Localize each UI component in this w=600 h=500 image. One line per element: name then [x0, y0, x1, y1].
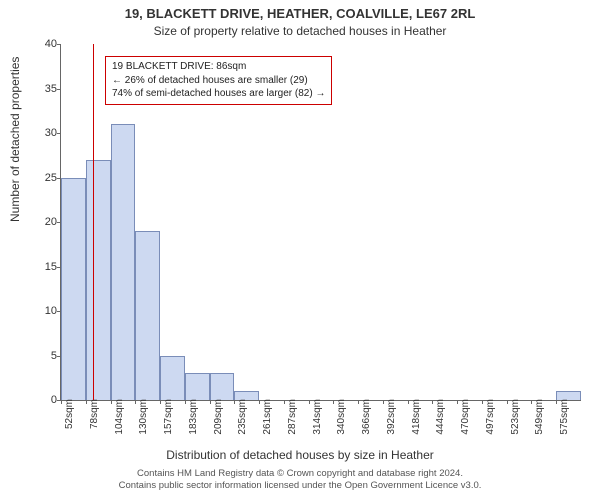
annotation-line: 74% of semi-detached houses are larger (…: [112, 87, 325, 101]
x-tick-mark: [135, 400, 136, 404]
x-tick-mark: [210, 400, 211, 404]
x-tick-label: 549sqm: [534, 399, 545, 435]
x-tick-mark: [408, 400, 409, 404]
x-tick-mark: [86, 400, 87, 404]
y-tick-label: 20: [27, 216, 57, 228]
y-axis-label: Number of detached properties: [8, 57, 22, 222]
y-tick-label: 5: [27, 350, 57, 362]
x-tick-label: 523sqm: [510, 399, 521, 435]
chart-plot: 051015202530354052sqm78sqm104sqm130sqm15…: [60, 44, 580, 400]
x-tick-mark: [358, 400, 359, 404]
x-tick-label: 497sqm: [485, 399, 496, 435]
histogram-bar: [111, 124, 136, 400]
footer-line-1: Contains HM Land Registry data © Crown c…: [0, 468, 600, 480]
annotation-line: ← 26% of detached houses are smaller (29…: [112, 74, 325, 88]
histogram-bar: [135, 231, 160, 400]
x-tick-label: 444sqm: [435, 399, 446, 435]
y-tick-label: 0: [27, 394, 57, 406]
annotation-box: 19 BLACKETT DRIVE: 86sqm← 26% of detache…: [105, 56, 332, 105]
histogram-bar: [185, 373, 210, 400]
x-tick-label: 209sqm: [213, 399, 224, 435]
x-tick-mark: [160, 400, 161, 404]
x-tick-label: 392sqm: [386, 399, 397, 435]
x-tick-mark: [333, 400, 334, 404]
histogram-bar: [86, 160, 111, 400]
x-tick-label: 314sqm: [312, 399, 323, 435]
x-tick-label: 52sqm: [64, 399, 75, 429]
reference-line: [93, 44, 94, 400]
x-tick-label: 418sqm: [411, 399, 422, 435]
x-tick-mark: [556, 400, 557, 404]
x-tick-label: 366sqm: [361, 399, 372, 435]
x-axis-label: Distribution of detached houses by size …: [0, 448, 600, 462]
x-tick-label: 287sqm: [287, 399, 298, 435]
footer-line-2: Contains public sector information licen…: [0, 480, 600, 492]
y-tick-mark: [57, 44, 61, 45]
x-tick-mark: [111, 400, 112, 404]
x-tick-mark: [432, 400, 433, 404]
x-tick-mark: [259, 400, 260, 404]
x-tick-label: 261sqm: [262, 399, 273, 435]
x-tick-label: 157sqm: [163, 399, 174, 435]
x-tick-mark: [531, 400, 532, 404]
x-tick-label: 235sqm: [237, 399, 248, 435]
y-tick-label: 40: [27, 38, 57, 50]
x-tick-label: 340sqm: [336, 399, 347, 435]
chart-subtitle: Size of property relative to detached ho…: [0, 24, 600, 38]
x-tick-mark: [284, 400, 285, 404]
x-tick-label: 78sqm: [89, 399, 100, 429]
x-tick-label: 183sqm: [188, 399, 199, 435]
y-tick-mark: [57, 89, 61, 90]
y-tick-label: 10: [27, 305, 57, 317]
histogram-bar: [160, 356, 185, 401]
histogram-bar: [61, 178, 86, 401]
x-tick-mark: [457, 400, 458, 404]
x-tick-mark: [61, 400, 62, 404]
x-tick-mark: [185, 400, 186, 404]
plot-area: 051015202530354052sqm78sqm104sqm130sqm15…: [60, 44, 581, 401]
x-tick-mark: [383, 400, 384, 404]
x-tick-label: 104sqm: [114, 399, 125, 435]
x-tick-label: 470sqm: [460, 399, 471, 435]
x-tick-mark: [507, 400, 508, 404]
chart-footer: Contains HM Land Registry data © Crown c…: [0, 468, 600, 493]
y-tick-label: 35: [27, 83, 57, 95]
x-tick-mark: [234, 400, 235, 404]
y-tick-label: 25: [27, 172, 57, 184]
annotation-line: 19 BLACKETT DRIVE: 86sqm: [112, 60, 325, 74]
y-tick-mark: [57, 133, 61, 134]
y-tick-label: 30: [27, 127, 57, 139]
y-tick-label: 15: [27, 261, 57, 273]
x-tick-mark: [309, 400, 310, 404]
x-tick-label: 130sqm: [138, 399, 149, 435]
x-tick-mark: [482, 400, 483, 404]
histogram-bar: [210, 373, 235, 400]
x-tick-label: 575sqm: [559, 399, 570, 435]
chart-title: 19, BLACKETT DRIVE, HEATHER, COALVILLE, …: [0, 6, 600, 21]
